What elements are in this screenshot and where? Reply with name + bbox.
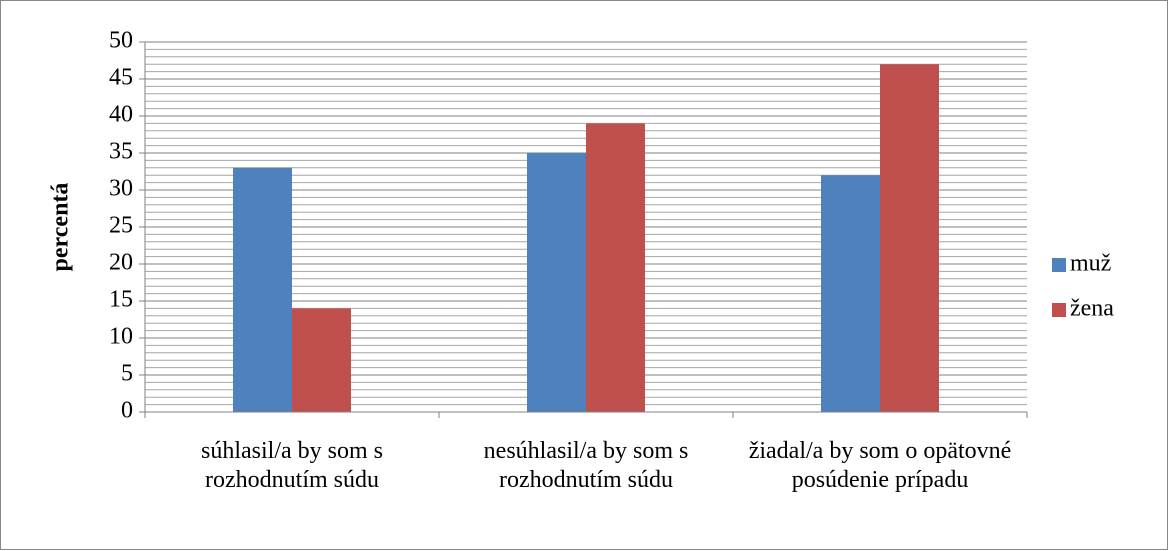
bar	[233, 167, 292, 412]
bar	[586, 123, 645, 413]
y-tick-label: 25	[109, 213, 133, 239]
y-tick-label: 0	[121, 398, 133, 424]
y-axis-label: percentá	[48, 183, 74, 272]
legend-swatch	[1052, 303, 1066, 317]
legend-swatch	[1052, 258, 1066, 272]
y-tick-label: 20	[109, 250, 133, 276]
x-tick-label: nesúhlasil/a by som s rozhodnutím súdu	[483, 438, 689, 493]
x-tick-label: súhlasil/a by som s rozhodnutím súdu	[200, 438, 383, 493]
y-tick-label: 30	[109, 176, 133, 202]
bar	[880, 64, 939, 412]
y-tick-label: 15	[109, 287, 133, 313]
bar	[821, 175, 880, 412]
legend-label: žena	[1070, 296, 1114, 322]
y-tick-label: 45	[109, 65, 133, 91]
bar	[292, 308, 351, 412]
legend-label: muž	[1070, 251, 1111, 277]
y-tick-label: 10	[109, 324, 133, 350]
bar	[527, 153, 586, 412]
y-tick-label: 50	[109, 28, 133, 54]
y-tick-label: 40	[109, 102, 133, 128]
y-tick-label: 5	[121, 361, 133, 387]
x-tick-label: žiadal/a by som o opätovné posúdenie prí…	[748, 438, 1012, 493]
y-tick-label: 35	[109, 139, 133, 165]
